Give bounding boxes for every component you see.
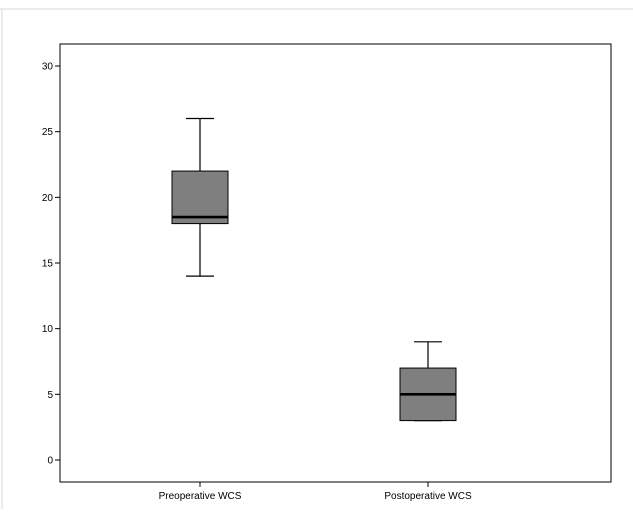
y-tick-label: 15 [42, 259, 54, 270]
box-group [171, 117, 229, 277]
x-tick-label: Preoperative WCS [159, 491, 242, 502]
plot-area [59, 43, 612, 483]
box [171, 170, 229, 225]
y-tick-label: 0 [47, 456, 53, 467]
y-tick-label: 5 [47, 390, 53, 401]
y-tick-label: 20 [42, 193, 54, 204]
x-axis: Preoperative WCS Postoperative WCS [159, 482, 472, 502]
y-tick-label: 30 [42, 62, 54, 73]
box-group [399, 341, 457, 422]
y-tick-label: 25 [42, 127, 54, 138]
boxes [171, 117, 457, 422]
x-tick-label: Postoperative WCS [384, 491, 472, 502]
y-tick-label: 10 [42, 324, 54, 335]
y-axis: 0 5 10 15 20 25 30 [42, 62, 60, 467]
